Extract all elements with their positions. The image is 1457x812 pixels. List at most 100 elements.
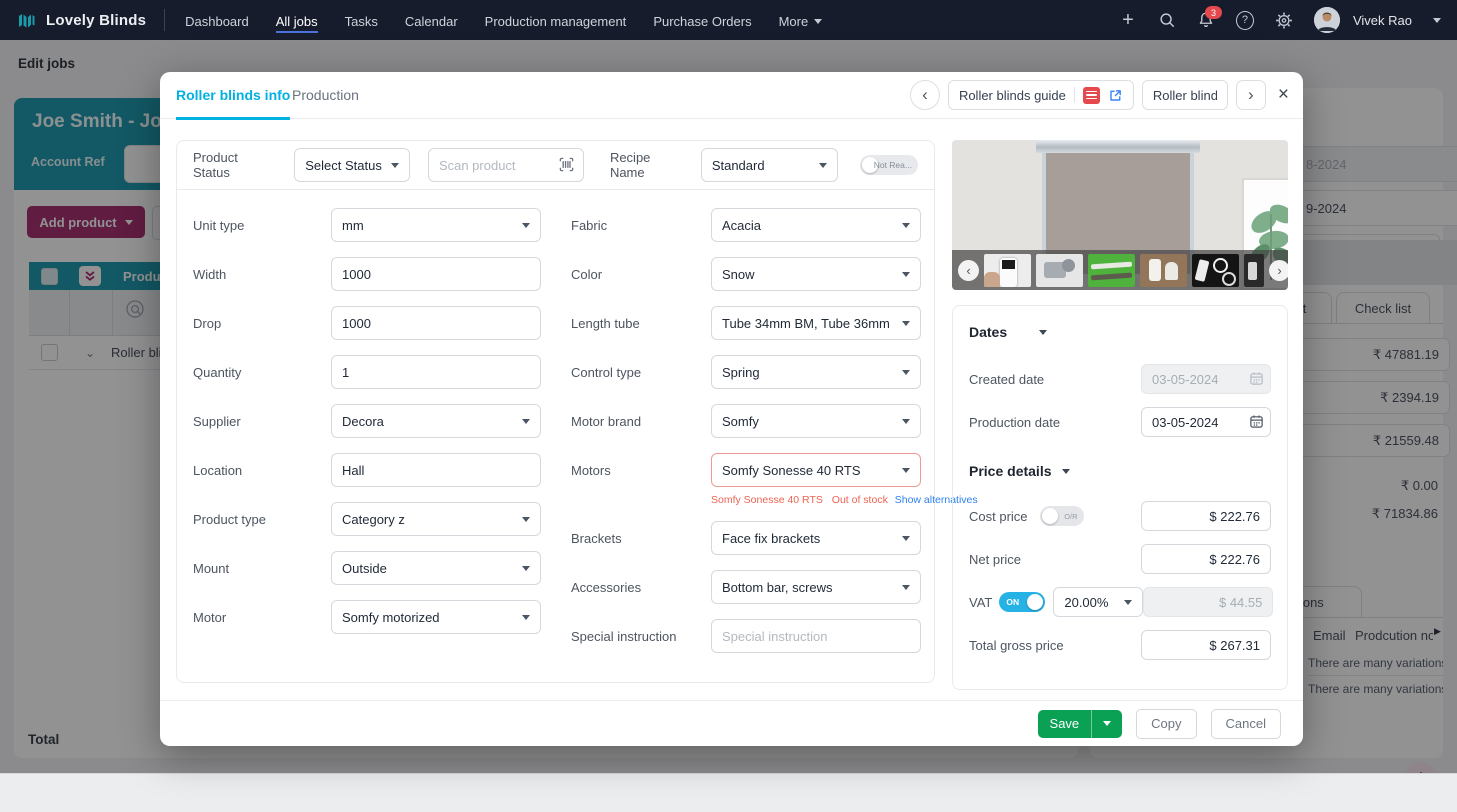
user-avatar[interactable]	[1313, 7, 1340, 33]
tab-production[interactable]: Production	[292, 86, 359, 103]
chevron-down-icon	[902, 369, 910, 375]
save-button[interactable]: Save	[1037, 709, 1123, 738]
control-type-select[interactable]: Spring	[711, 355, 921, 389]
copy-button[interactable]: Copy	[1136, 708, 1197, 739]
nav-tasks[interactable]: Tasks	[344, 13, 378, 29]
select-all-checkbox[interactable]	[40, 267, 58, 285]
recipe-select[interactable]: Standard	[700, 148, 838, 182]
notifications-bell-icon[interactable]: 3	[1197, 6, 1222, 29]
nav-production-management[interactable]: Production management	[484, 13, 627, 29]
guide-next-pill[interactable]: Roller blind	[1141, 80, 1228, 110]
guide-pill[interactable]: Roller blinds guide	[947, 80, 1134, 110]
open-external-icon[interactable]	[1108, 88, 1123, 103]
toggle-label: ON	[1006, 597, 1020, 607]
product-status-select[interactable]: Select Status	[294, 148, 410, 182]
mount-select[interactable]: Outside	[331, 551, 541, 585]
total-gross-price-input[interactable]	[1141, 630, 1271, 660]
save-options-caret[interactable]	[1092, 710, 1122, 738]
email-tab[interactable]: Email	[1313, 628, 1346, 643]
tab-roller-blinds-info[interactable]: Roller blinds info	[176, 72, 291, 120]
motor-select[interactable]: Somfy motorized	[331, 600, 541, 634]
net-price-input[interactable]	[1141, 544, 1271, 574]
fabric-select[interactable]: Acacia	[711, 208, 921, 242]
barcode-scan-icon[interactable]	[558, 156, 575, 178]
production-date-label: Production date	[969, 414, 1061, 430]
vat-toggle[interactable]: ON	[999, 592, 1046, 612]
chevron-down-icon[interactable]	[1433, 17, 1441, 23]
question-glyph: ?	[1235, 10, 1254, 30]
search-icon[interactable]	[1158, 11, 1176, 29]
create-new-icon[interactable]: +	[1122, 9, 1134, 31]
supplier-select[interactable]: Decora	[331, 404, 541, 438]
help-icon[interactable]: ?	[1235, 10, 1254, 30]
thumbnail-bracket[interactable]	[1036, 253, 1083, 287]
scan-product-input[interactable]	[427, 148, 584, 182]
color-select[interactable]: Snow	[711, 257, 921, 291]
drop-input[interactable]	[331, 306, 541, 340]
special-instruction-input[interactable]	[711, 619, 921, 653]
nav-more[interactable]: More	[779, 2, 823, 39]
product-type-select[interactable]: Category z	[331, 502, 541, 536]
vat-amount-input	[1143, 587, 1274, 617]
carousel-prev-icon[interactable]: ‹	[958, 259, 979, 281]
thumbnail-brackets-cork[interactable]	[1140, 253, 1187, 287]
tab-check-list[interactable]: Check list	[1336, 292, 1430, 324]
select-value: Somfy motorized	[342, 609, 440, 625]
length-tube-select[interactable]: Tube 34mm BM, Tube 36mm B...	[711, 306, 921, 340]
guide-prev-button[interactable]: ‹	[909, 80, 940, 110]
nav-dashboard[interactable]: Dashboard	[185, 13, 249, 29]
ready-toggle[interactable]: Not Rea...	[859, 155, 918, 175]
search-icon[interactable]	[125, 299, 147, 326]
close-icon[interactable]: ×	[1277, 84, 1289, 105]
thumbnail-chains[interactable]	[1192, 253, 1239, 287]
motor-brand-select[interactable]: Somfy	[711, 404, 921, 438]
select-value: Face fix brackets	[722, 530, 821, 546]
account-ref-label: Account Ref	[31, 155, 105, 169]
job-title: Joe Smith - Joe	[32, 111, 173, 132]
user-name[interactable]: Vivek Rao	[1352, 12, 1412, 28]
motors-select[interactable]: Somfy Sonesse 40 RTS	[711, 453, 921, 487]
unit-type-select[interactable]: mm	[331, 208, 541, 242]
toggle-label: O/R	[1064, 512, 1078, 521]
modal-footer: Save Copy Cancel	[160, 700, 1303, 746]
pdf-file-icon[interactable]	[1082, 86, 1100, 104]
price-details-section-header[interactable]: Price details	[969, 461, 1271, 481]
carousel-next-icon[interactable]: ▶	[1434, 626, 1441, 636]
divider	[1073, 87, 1075, 103]
toggle-label: Not Rea...	[873, 160, 912, 170]
nav-purchase-orders[interactable]: Purchase Orders	[653, 13, 752, 29]
override-toggle[interactable]: O/R	[1039, 506, 1084, 526]
carousel-next-icon[interactable]: ›	[1269, 259, 1288, 281]
production-date-field[interactable]	[1141, 407, 1271, 437]
add-product-button[interactable]: Add product	[27, 206, 145, 238]
row-checkbox[interactable]	[40, 344, 58, 361]
quantity-input[interactable]	[331, 355, 541, 389]
production-date-input[interactable]	[1141, 407, 1271, 437]
chevron-down-icon	[390, 162, 399, 168]
guide-next-button[interactable]: ›	[1235, 80, 1266, 110]
calendar-icon[interactable]	[1249, 414, 1264, 434]
cancel-button[interactable]: Cancel	[1210, 708, 1281, 739]
product-column-header: Product	[123, 268, 173, 284]
width-input[interactable]	[331, 257, 541, 291]
toggle-knob	[1041, 508, 1058, 524]
settings-gear-icon[interactable]	[1275, 11, 1293, 29]
thumbnail-tubes[interactable]	[1088, 253, 1135, 287]
location-input[interactable]	[331, 453, 541, 487]
cost-price-input[interactable]	[1141, 501, 1271, 531]
select-value: Snow	[722, 266, 755, 282]
brackets-select[interactable]: Face fix brackets	[711, 521, 921, 555]
nav-all-jobs[interactable]: All jobs	[275, 2, 318, 39]
select-value: Outside	[342, 560, 387, 576]
accessories-select[interactable]: Bottom bar, screws	[711, 570, 921, 604]
vat-rate-select[interactable]: 20.00%	[1053, 587, 1144, 617]
expand-all-icon[interactable]	[79, 266, 101, 286]
row-expand-icon[interactable]: ⌄	[84, 345, 96, 360]
show-alternatives-link[interactable]: Show alternatives	[894, 494, 978, 506]
nav-calendar[interactable]: Calendar	[404, 13, 458, 29]
thumbnail-remote[interactable]	[984, 253, 1031, 287]
brand[interactable]: Lovely Blinds	[0, 10, 164, 31]
thumbnail-partial[interactable]	[1244, 253, 1264, 287]
production-note-tab[interactable]: Prodcution not	[1355, 628, 1433, 643]
dates-section-header[interactable]: Dates	[969, 322, 1271, 342]
